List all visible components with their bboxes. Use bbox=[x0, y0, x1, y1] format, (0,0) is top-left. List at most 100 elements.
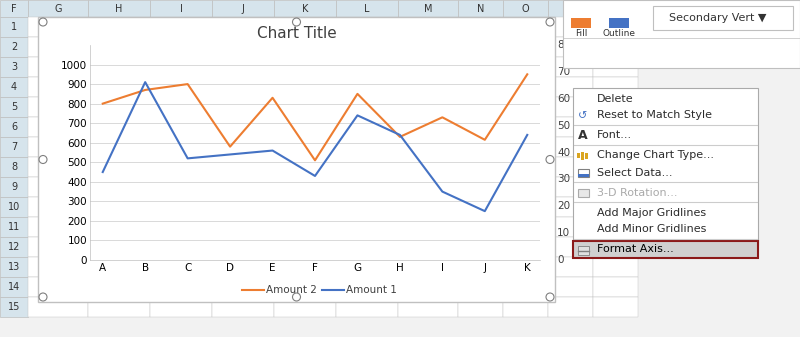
Bar bbox=[212, 137, 274, 157]
Bar bbox=[398, 177, 458, 197]
Bar bbox=[336, 0, 398, 17]
Bar bbox=[336, 57, 398, 77]
Bar bbox=[0, 137, 28, 157]
Text: ↺: ↺ bbox=[578, 111, 588, 121]
Bar bbox=[503, 157, 548, 177]
Bar bbox=[336, 217, 398, 237]
Bar bbox=[0, 57, 28, 77]
Bar bbox=[28, 17, 88, 37]
Bar bbox=[503, 0, 548, 17]
Bar bbox=[503, 97, 548, 117]
Bar bbox=[150, 257, 212, 277]
Bar bbox=[336, 157, 398, 177]
Text: P: P bbox=[567, 3, 574, 13]
Bar bbox=[212, 157, 274, 177]
Bar bbox=[458, 297, 503, 317]
Bar bbox=[212, 237, 274, 257]
Bar bbox=[150, 237, 212, 257]
Text: Chart Title: Chart Title bbox=[257, 26, 336, 40]
Text: 4: 4 bbox=[11, 82, 17, 92]
Bar bbox=[274, 37, 336, 57]
Text: 12: 12 bbox=[8, 242, 20, 252]
Bar bbox=[88, 297, 150, 317]
Bar bbox=[398, 137, 458, 157]
Bar bbox=[548, 157, 593, 177]
Text: Reset to Match Style: Reset to Match Style bbox=[597, 111, 712, 121]
Bar bbox=[458, 157, 503, 177]
Text: O: O bbox=[522, 3, 530, 13]
Bar bbox=[274, 157, 336, 177]
Bar bbox=[28, 197, 88, 217]
Bar bbox=[212, 177, 274, 197]
Bar bbox=[336, 137, 398, 157]
Bar bbox=[150, 157, 212, 177]
Bar bbox=[0, 0, 28, 17]
Bar bbox=[28, 177, 88, 197]
Text: 13: 13 bbox=[8, 262, 20, 272]
Bar bbox=[28, 277, 88, 297]
Bar bbox=[150, 277, 212, 297]
Bar bbox=[28, 157, 88, 177]
Bar bbox=[503, 17, 548, 37]
Text: H: H bbox=[115, 3, 122, 13]
Bar bbox=[0, 237, 28, 257]
Bar bbox=[274, 197, 336, 217]
Text: 0: 0 bbox=[557, 255, 563, 265]
Bar bbox=[0, 297, 28, 317]
Bar bbox=[503, 37, 548, 57]
Bar bbox=[593, 137, 638, 157]
Bar bbox=[274, 257, 336, 277]
Bar bbox=[212, 37, 274, 57]
Bar bbox=[458, 117, 503, 137]
Bar bbox=[503, 117, 548, 137]
Bar bbox=[577, 153, 580, 158]
Bar bbox=[274, 177, 336, 197]
Bar bbox=[212, 57, 274, 77]
Bar bbox=[458, 57, 503, 77]
Bar bbox=[150, 177, 212, 197]
Bar bbox=[336, 257, 398, 277]
Bar bbox=[503, 297, 548, 317]
Bar bbox=[458, 177, 503, 197]
Bar bbox=[398, 217, 458, 237]
Bar bbox=[609, 18, 629, 28]
Text: 10: 10 bbox=[557, 228, 570, 238]
Bar bbox=[458, 0, 503, 17]
Bar bbox=[503, 237, 548, 257]
Bar bbox=[150, 197, 212, 217]
Bar bbox=[28, 97, 88, 117]
Bar bbox=[503, 277, 548, 297]
Text: 15: 15 bbox=[8, 302, 20, 312]
Text: I: I bbox=[179, 3, 182, 13]
Bar bbox=[274, 297, 336, 317]
Bar bbox=[593, 177, 638, 197]
Text: 40: 40 bbox=[557, 148, 570, 157]
Bar bbox=[336, 297, 398, 317]
Bar bbox=[398, 57, 458, 77]
Bar bbox=[88, 57, 150, 77]
Text: 60: 60 bbox=[557, 94, 570, 104]
Bar bbox=[88, 197, 150, 217]
Text: Format Axis...: Format Axis... bbox=[597, 245, 674, 254]
Bar bbox=[398, 237, 458, 257]
Bar bbox=[88, 97, 150, 117]
Text: J: J bbox=[242, 3, 245, 13]
Text: 11: 11 bbox=[8, 222, 20, 232]
Bar bbox=[398, 17, 458, 37]
Bar bbox=[578, 188, 589, 196]
Bar bbox=[274, 97, 336, 117]
Bar bbox=[458, 37, 503, 57]
Bar bbox=[458, 17, 503, 37]
Bar bbox=[503, 57, 548, 77]
Bar bbox=[274, 77, 336, 97]
Bar bbox=[593, 277, 638, 297]
Bar bbox=[28, 57, 88, 77]
Bar bbox=[0, 257, 28, 277]
Text: 3: 3 bbox=[11, 62, 17, 72]
Bar bbox=[336, 177, 398, 197]
Bar bbox=[458, 97, 503, 117]
Bar bbox=[593, 217, 638, 237]
Bar bbox=[336, 197, 398, 217]
Bar bbox=[212, 217, 274, 237]
Bar bbox=[503, 77, 548, 97]
